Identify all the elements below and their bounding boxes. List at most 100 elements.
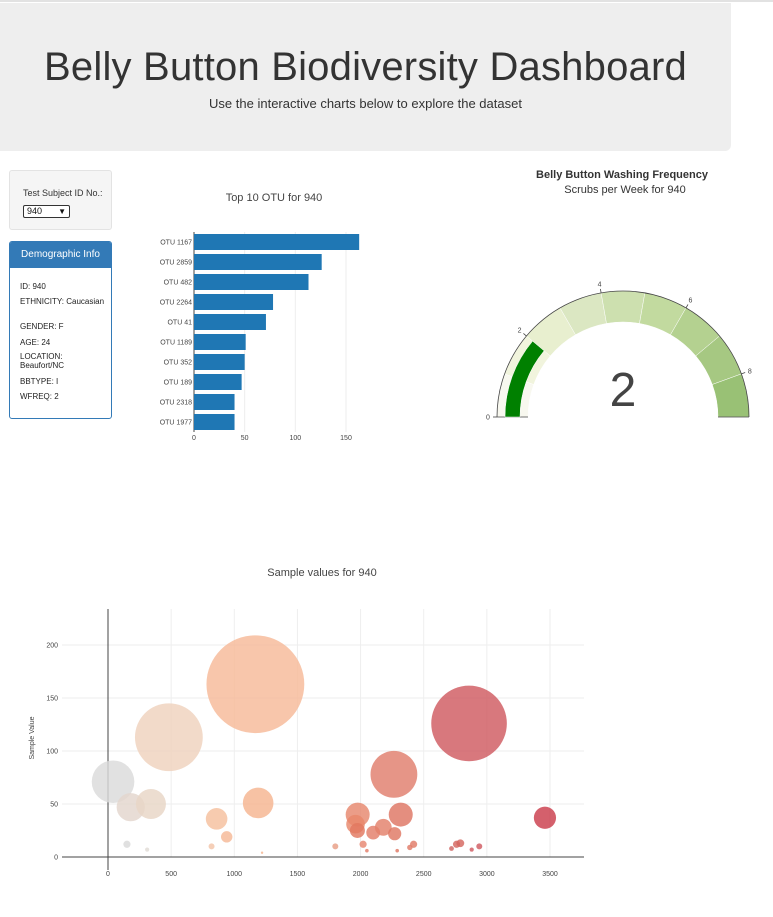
gauge-value-number: 2: [610, 364, 637, 417]
bar-chart-title: Top 10 OTU for 940: [226, 192, 323, 204]
bubble: [370, 750, 418, 798]
bubble: [206, 635, 305, 734]
bar: [194, 294, 274, 310]
demo-row-ethnicity: ETHNICITY: Caucasian: [20, 297, 105, 306]
bubble-y-tick-label: 0: [54, 855, 58, 862]
bar-category-label: OTU 2264: [160, 300, 192, 307]
bar: [194, 394, 235, 410]
bubble-x-tick-label: 1000: [226, 871, 242, 878]
page-subtitle: Use the interactive charts below to expl…: [209, 96, 522, 111]
page-title: Belly Button Biodiversity Dashboard: [44, 45, 687, 89]
subject-select-value: 940: [27, 206, 43, 216]
bubble: [365, 848, 369, 853]
bar-x-tick-label: 0: [192, 435, 196, 442]
bar-category-label: OTU 352: [164, 360, 193, 367]
bar-category-label: OTU 41: [167, 320, 192, 327]
demo-row-location: LOCATION: Beaufort/NC: [20, 352, 65, 370]
bubble: [208, 843, 215, 850]
bubble: [388, 802, 413, 827]
bubble: [431, 685, 507, 762]
bubble: [145, 847, 150, 852]
subject-selector-well: Test Subject ID No.: 940 ▼: [9, 170, 112, 230]
bubble: [205, 808, 228, 830]
bubble-x-tick-label: 3500: [542, 871, 558, 878]
bubble: [374, 818, 392, 836]
subject-select-label: Test Subject ID No.:: [23, 188, 103, 198]
bar-x-tick-label: 100: [289, 435, 301, 442]
bar-category-label: OTU 189: [164, 380, 193, 387]
gauge-tick-label: 8: [748, 368, 752, 375]
gauge-outline: [496, 290, 750, 418]
demographic-panel-heading: Demographic Info: [10, 242, 111, 268]
bar: [194, 234, 360, 250]
bar-category-label: OTU 482: [164, 280, 193, 287]
top-border: [0, 0, 773, 2]
bar-x-tick-label: 150: [340, 435, 352, 442]
gauge-subtitle: Scrubs per Week for 940: [564, 184, 685, 196]
subject-select[interactable]: 940 ▼: [23, 205, 70, 218]
bubble-x-tick-label: 1500: [290, 871, 306, 878]
bar: [194, 414, 235, 430]
bubble: [134, 703, 203, 772]
demo-row-bbtype: BBTYPE: I: [20, 377, 59, 386]
bubble: [135, 789, 166, 819]
gauge-value-bar: [504, 340, 545, 418]
wash-frequency-gauge: Belly Button Washing Frequency Scrubs per…: [486, 169, 752, 422]
bubble-chart-title: Sample values for 940: [267, 567, 376, 579]
bar-category-label: OTU 1977: [160, 420, 192, 427]
bubble-x-tick-label: 500: [165, 871, 177, 878]
bubble: [456, 839, 465, 848]
bubble-y-axis-label: Sample Value: [29, 716, 36, 759]
gauge-tick: [685, 304, 689, 309]
bubble: [388, 827, 402, 841]
bar-category-label: OTU 1189: [160, 340, 192, 347]
bubble: [359, 840, 367, 848]
gauge-title: Belly Button Washing Frequency: [536, 169, 709, 181]
gauge-tick-label: 4: [598, 282, 602, 289]
bubble-y-tick-label: 50: [50, 802, 58, 809]
bubble: [476, 843, 483, 850]
gauge-tick-label: 0: [486, 415, 490, 422]
gauge-step: [600, 290, 646, 324]
bubble-x-tick-label: 2000: [353, 871, 369, 878]
bubble: [91, 760, 135, 804]
bar: [194, 334, 246, 350]
bar-category-label: OTU 2859: [160, 260, 192, 267]
bubble: [533, 806, 557, 829]
bubble: [260, 851, 264, 854]
bubble-x-tick-label: 0: [106, 871, 110, 878]
chevron-down-icon: ▼: [58, 207, 66, 216]
demo-row-gender: GENDER: F: [20, 322, 64, 331]
bar-x-tick-label: 50: [241, 435, 249, 442]
gauge-tick-label: 2: [518, 328, 522, 335]
bubble: [221, 831, 233, 843]
bubble-y-tick-label: 100: [46, 749, 58, 756]
bubble: [407, 844, 413, 851]
bubble: [469, 847, 474, 852]
top10-bar-chart: Top 10 OTU for 940 0 50 100 150 OTU 1167 OTU 2…: [160, 192, 360, 442]
bar-category-label: OTU 2318: [160, 400, 192, 407]
header-banner: Belly Button Biodiversity Dashboard Use …: [0, 3, 731, 151]
bubble: [395, 848, 399, 853]
gauge-tick-label: 6: [689, 298, 693, 305]
demo-row-wfreq: WFREQ: 2: [20, 392, 59, 401]
bubble: [449, 846, 454, 851]
bar: [194, 314, 266, 330]
bubble: [349, 823, 365, 838]
bar: [194, 374, 242, 390]
gauge-tick: [600, 288, 602, 293]
demo-row-age: AGE: 24: [20, 338, 51, 347]
bubble-x-tick-label: 3000: [479, 871, 495, 878]
bar: [194, 274, 309, 290]
gauge-tick: [523, 333, 527, 337]
bubble-y-tick-label: 150: [46, 696, 58, 703]
bubble: [123, 840, 131, 848]
bar: [194, 254, 322, 270]
demographic-panel: Demographic Info ID: 940 ETHNICITY: Cauc…: [9, 241, 112, 419]
bubble-x-tick-label: 2500: [416, 871, 432, 878]
bubble: [332, 843, 339, 850]
bubble-y-tick-label: 200: [46, 643, 58, 650]
gauge-tick: [741, 372, 746, 375]
